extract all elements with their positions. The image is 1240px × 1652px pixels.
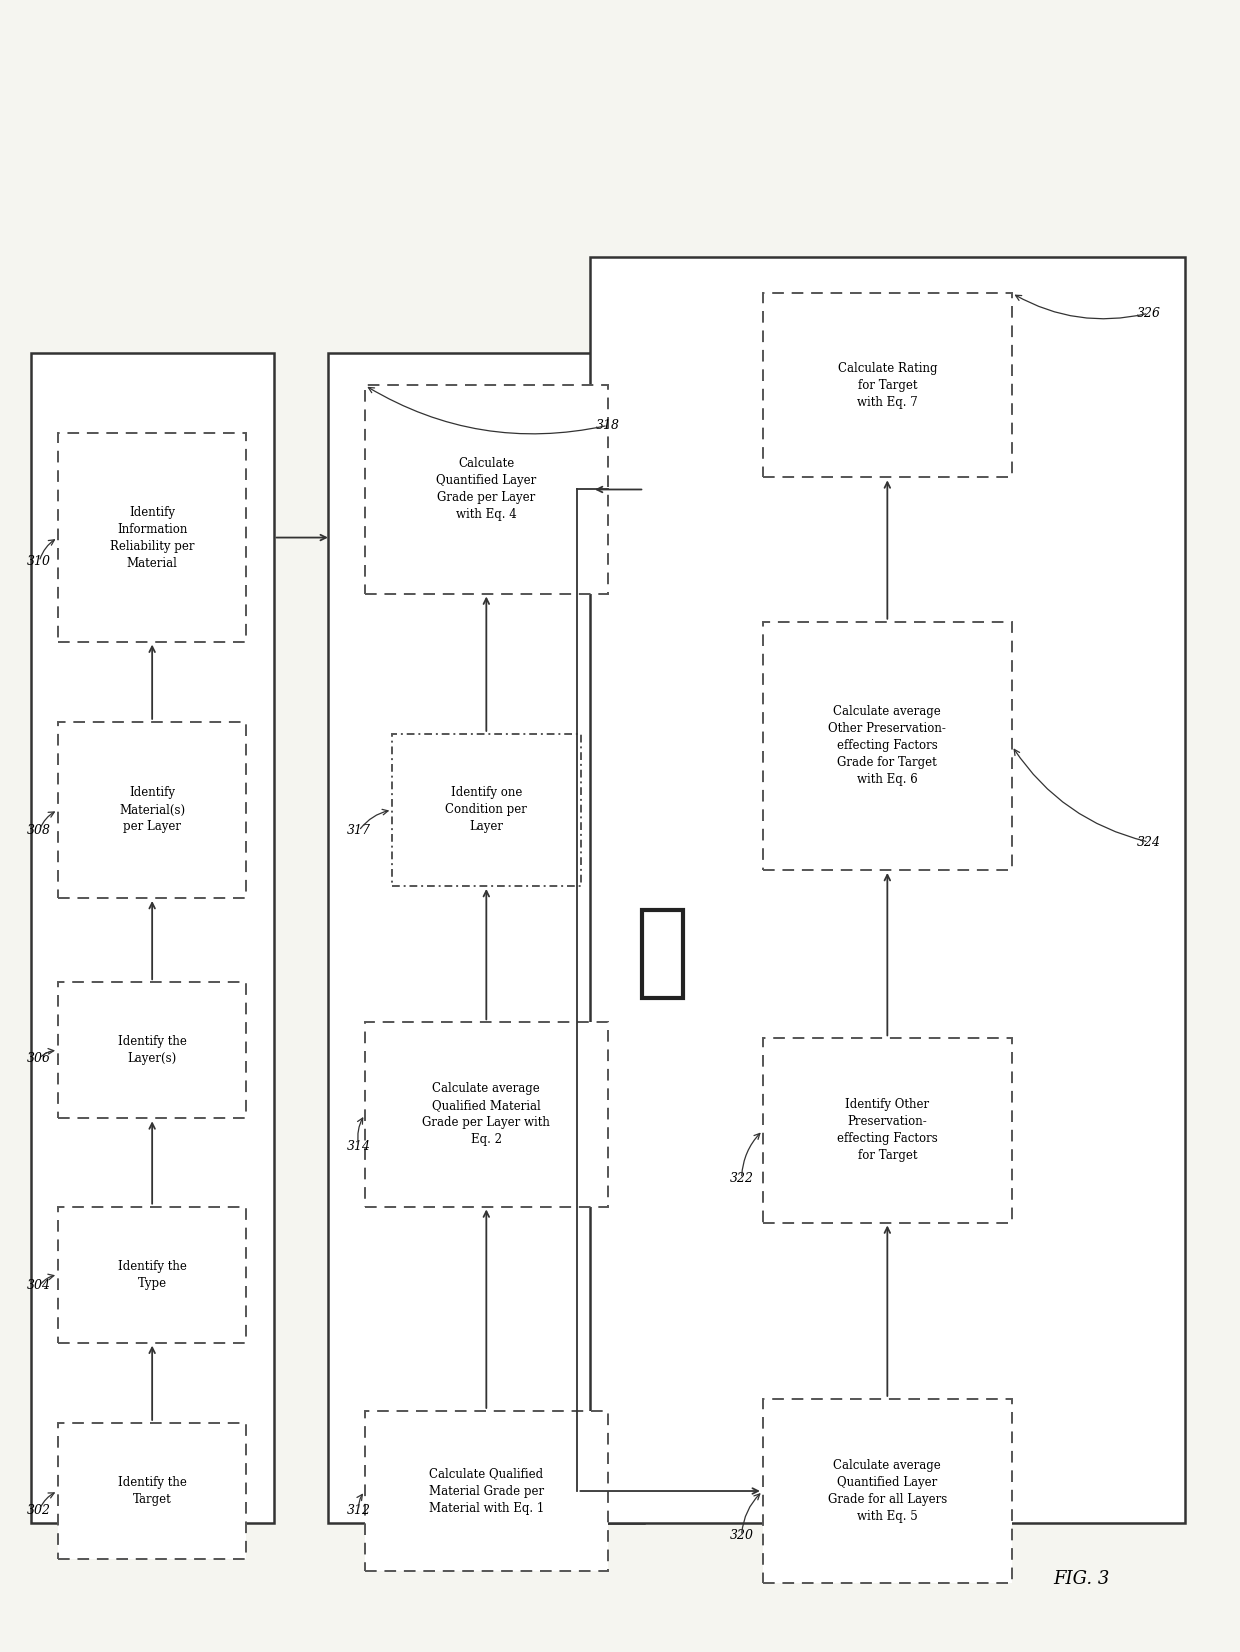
Text: FIG. 3: FIG. 3 (1054, 1569, 1110, 1588)
Text: Identify the
Target: Identify the Target (118, 1475, 186, 1507)
Text: Identify Other
Preservation-
effecting Factors
for Target: Identify Other Preservation- effecting F… (837, 1099, 937, 1163)
FancyBboxPatch shape (58, 1206, 247, 1343)
Text: 312: 312 (347, 1503, 371, 1517)
Text: Calculate Rating
for Target
with Eq. 7: Calculate Rating for Target with Eq. 7 (837, 362, 937, 408)
Text: 304: 304 (27, 1279, 51, 1292)
Text: 320: 320 (729, 1530, 754, 1543)
FancyBboxPatch shape (392, 733, 580, 885)
FancyBboxPatch shape (642, 910, 682, 998)
Text: Calculate Qualified
Material Grade per
Material with Eq. 1: Calculate Qualified Material Grade per M… (429, 1467, 544, 1515)
FancyBboxPatch shape (763, 621, 1012, 871)
Text: 308: 308 (27, 824, 51, 838)
FancyBboxPatch shape (589, 258, 1185, 1523)
FancyBboxPatch shape (329, 354, 645, 1523)
Text: 314: 314 (347, 1140, 371, 1153)
Text: Calculate average
Other Preservation-
effecting Factors
Grade for Target
with Eq: Calculate average Other Preservation- ef… (828, 705, 946, 786)
FancyBboxPatch shape (763, 1399, 1012, 1583)
Text: 318: 318 (596, 420, 620, 431)
FancyBboxPatch shape (58, 1422, 247, 1559)
Text: Identify the
Layer(s): Identify the Layer(s) (118, 1036, 186, 1066)
FancyBboxPatch shape (58, 722, 247, 899)
Text: 326: 326 (1137, 307, 1161, 320)
FancyBboxPatch shape (763, 1039, 1012, 1222)
FancyBboxPatch shape (365, 1023, 608, 1206)
FancyBboxPatch shape (58, 983, 247, 1118)
Text: Calculate average
Quantified Layer
Grade for all Layers
with Eq. 5: Calculate average Quantified Layer Grade… (828, 1459, 947, 1523)
Text: 310: 310 (27, 555, 51, 568)
Text: 317: 317 (347, 824, 371, 838)
FancyBboxPatch shape (31, 354, 274, 1523)
FancyBboxPatch shape (763, 292, 1012, 477)
Text: 306: 306 (27, 1052, 51, 1066)
Text: Calculate average
Qualified Material
Grade per Layer with
Eq. 2: Calculate average Qualified Material Gra… (423, 1082, 551, 1146)
Text: Identify the
Type: Identify the Type (118, 1260, 186, 1290)
Text: Identify
Material(s)
per Layer: Identify Material(s) per Layer (119, 786, 185, 834)
Text: Calculate
Quantified Layer
Grade per Layer
with Eq. 4: Calculate Quantified Layer Grade per Lay… (436, 458, 537, 522)
Text: 324: 324 (1137, 836, 1161, 849)
FancyBboxPatch shape (58, 433, 247, 641)
FancyBboxPatch shape (365, 1411, 608, 1571)
Text: Identify
Information
Reliability per
Material: Identify Information Reliability per Mat… (110, 506, 195, 570)
Text: 302: 302 (27, 1503, 51, 1517)
Text: 322: 322 (729, 1171, 754, 1184)
Text: Identify one
Condition per
Layer: Identify one Condition per Layer (445, 786, 527, 834)
FancyBboxPatch shape (365, 385, 608, 593)
